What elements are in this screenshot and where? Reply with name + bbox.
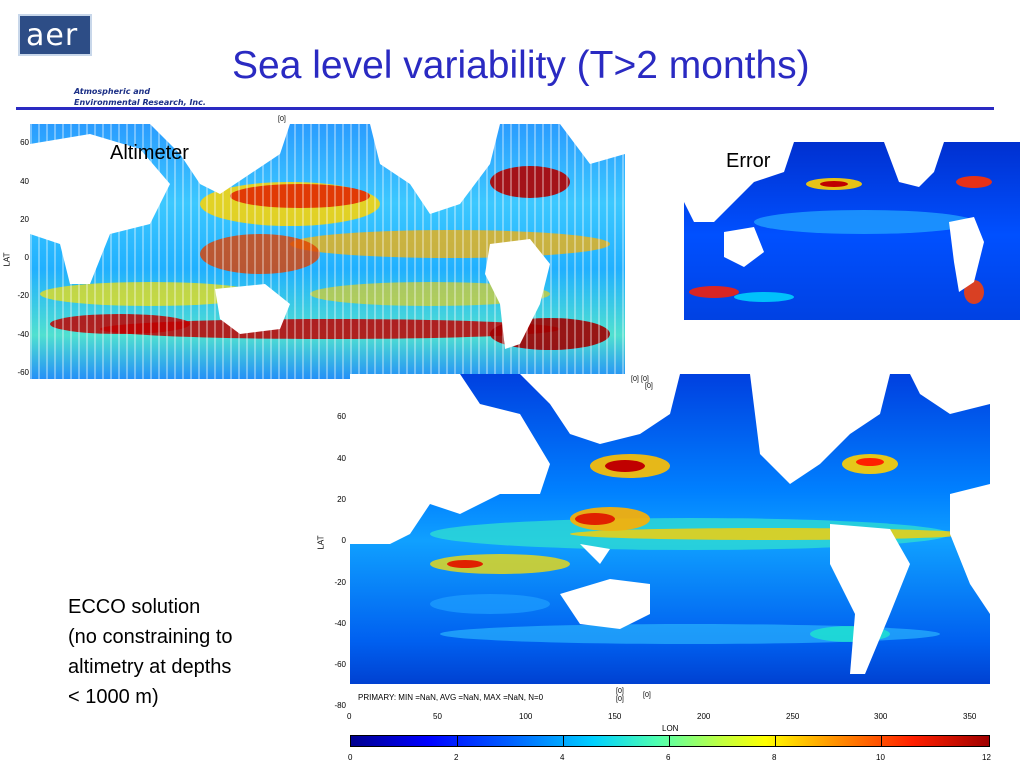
altimeter-marker: [0] <box>278 116 286 123</box>
ecco-lat-tick: -20 <box>334 578 346 587</box>
logo-line-1: Atmospheric and <box>74 87 151 96</box>
altimeter-map <box>30 124 625 388</box>
ecco-lon-label: LON <box>662 724 679 733</box>
colorbar-tick: 6 <box>666 753 671 762</box>
colorbar-divider <box>457 736 458 746</box>
colorbar-tick: 10 <box>876 753 885 762</box>
ecco-lon-tick: 350 <box>963 712 977 721</box>
altimeter-lat-tick: -60 <box>17 368 29 377</box>
error-map <box>684 142 1020 328</box>
colorbar-tick: 8 <box>772 753 777 762</box>
ecco-lon-tick: 250 <box>786 712 800 721</box>
caption-line: altimetry at depths <box>68 656 232 678</box>
ecco-lon-tick: 50 <box>433 712 442 721</box>
ecco-map <box>350 374 990 708</box>
logo-box: aer <box>18 14 92 56</box>
ecco-lon-tick: 0 <box>347 712 352 721</box>
altimeter-lat-tick: 40 <box>20 177 29 186</box>
ecco-marker: [0] <box>616 688 624 695</box>
colorbar-divider <box>881 736 882 746</box>
colorbar-divider <box>775 736 776 746</box>
ecco-lat-tick: -60 <box>334 660 346 669</box>
ecco-caption: ECCO solution (no constraining to altime… <box>68 592 233 712</box>
slide-title: Sea level variability (T>2 months) <box>232 44 810 87</box>
ecco-lat-tick: 40 <box>337 454 346 463</box>
ecco-lat-tick: -80 <box>334 701 346 710</box>
colorbar-tick: 2 <box>454 753 459 762</box>
altimeter-lat-label: LAT <box>2 252 12 267</box>
ecco-lon-tick: 100 <box>519 712 533 721</box>
altimeter-map-image <box>30 124 625 388</box>
altimeter-lat-tick: -40 <box>17 330 29 339</box>
caption-line: (no constraining to <box>68 626 233 648</box>
ecco-lat-tick: 20 <box>337 495 346 504</box>
logo-company-name: Atmospheric and Environmental Research, … <box>74 86 206 108</box>
aer-logo: aer Atmospheric and Environmental Resear… <box>18 14 206 107</box>
error-label: Error <box>726 150 771 172</box>
altimeter-lat-tick: 20 <box>20 215 29 224</box>
ecco-lon-tick: 200 <box>697 712 711 721</box>
ecco-stats-text: PRIMARY: MIN =NaN, AVG =NaN, MAX =NaN, N… <box>358 693 544 702</box>
ecco-lat-tick: -40 <box>334 619 346 628</box>
colorbar-tick: 12 <box>982 753 991 762</box>
altimeter-label: Altimeter <box>110 142 189 164</box>
ecco-lat-tick: 60 <box>337 412 346 421</box>
ecco-marker: [0] <box>645 383 653 390</box>
colorbar <box>350 735 990 747</box>
altimeter-lat-tick: -20 <box>17 291 29 300</box>
ecco-lon-tick: 150 <box>608 712 622 721</box>
colorbar-tick: 4 <box>560 753 565 762</box>
ecco-marker: [0] <box>641 376 649 383</box>
caption-line: ECCO solution <box>68 596 201 618</box>
ecco-marker: [0] <box>631 376 639 383</box>
altimeter-lat-tick: 60 <box>20 138 29 147</box>
caption-line: < 1000 m) <box>68 686 159 708</box>
title-divider <box>16 107 994 110</box>
ecco-lon-tick: 300 <box>874 712 888 721</box>
colorbar-divider <box>563 736 564 746</box>
ecco-map-image <box>350 374 990 708</box>
ecco-lat-tick: 0 <box>341 536 346 545</box>
colorbar-tick: 0 <box>348 753 353 762</box>
logo-line-2: Environmental Research, Inc. <box>74 98 206 107</box>
ecco-marker: [0] <box>616 696 624 703</box>
logo-text: aer <box>26 18 79 53</box>
colorbar-divider <box>669 736 670 746</box>
ecco-marker: [0] <box>643 692 651 699</box>
ecco-lat-label: LAT <box>316 535 326 550</box>
error-map-image <box>684 142 1020 328</box>
altimeter-lat-tick: 0 <box>24 253 29 262</box>
